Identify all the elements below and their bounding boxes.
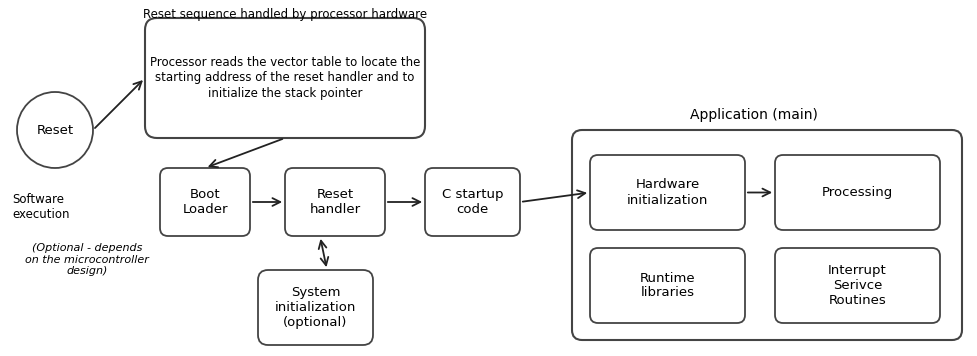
Text: Hardware
initialization: Hardware initialization — [626, 178, 707, 206]
Text: (Optional - depends
on the microcontroller
design): (Optional - depends on the microcontroll… — [25, 243, 149, 276]
FancyBboxPatch shape — [774, 248, 939, 323]
Text: Reset sequence handled by processor hardware: Reset sequence handled by processor hard… — [143, 8, 427, 21]
FancyBboxPatch shape — [589, 155, 744, 230]
Text: C startup
code: C startup code — [442, 188, 503, 216]
Text: System
initialization
(optional): System initialization (optional) — [275, 286, 356, 329]
FancyBboxPatch shape — [589, 248, 744, 323]
FancyBboxPatch shape — [572, 130, 961, 340]
Circle shape — [17, 92, 93, 168]
FancyBboxPatch shape — [145, 18, 425, 138]
Text: Application (main): Application (main) — [690, 108, 817, 122]
Text: Processor reads the vector table to locate the
starting address of the reset han: Processor reads the vector table to loca… — [149, 57, 420, 99]
Text: Runtime
libraries: Runtime libraries — [639, 272, 695, 299]
Text: Reset
handler: Reset handler — [309, 188, 361, 216]
Text: Software
execution: Software execution — [12, 193, 69, 221]
FancyBboxPatch shape — [284, 168, 385, 236]
FancyBboxPatch shape — [774, 155, 939, 230]
Text: Reset: Reset — [36, 124, 73, 136]
FancyBboxPatch shape — [425, 168, 520, 236]
FancyBboxPatch shape — [160, 168, 250, 236]
Text: Interrupt
Serivce
Routines: Interrupt Serivce Routines — [828, 264, 886, 307]
FancyBboxPatch shape — [258, 270, 372, 345]
Text: Boot
Loader: Boot Loader — [182, 188, 228, 216]
Text: Processing: Processing — [821, 186, 892, 199]
